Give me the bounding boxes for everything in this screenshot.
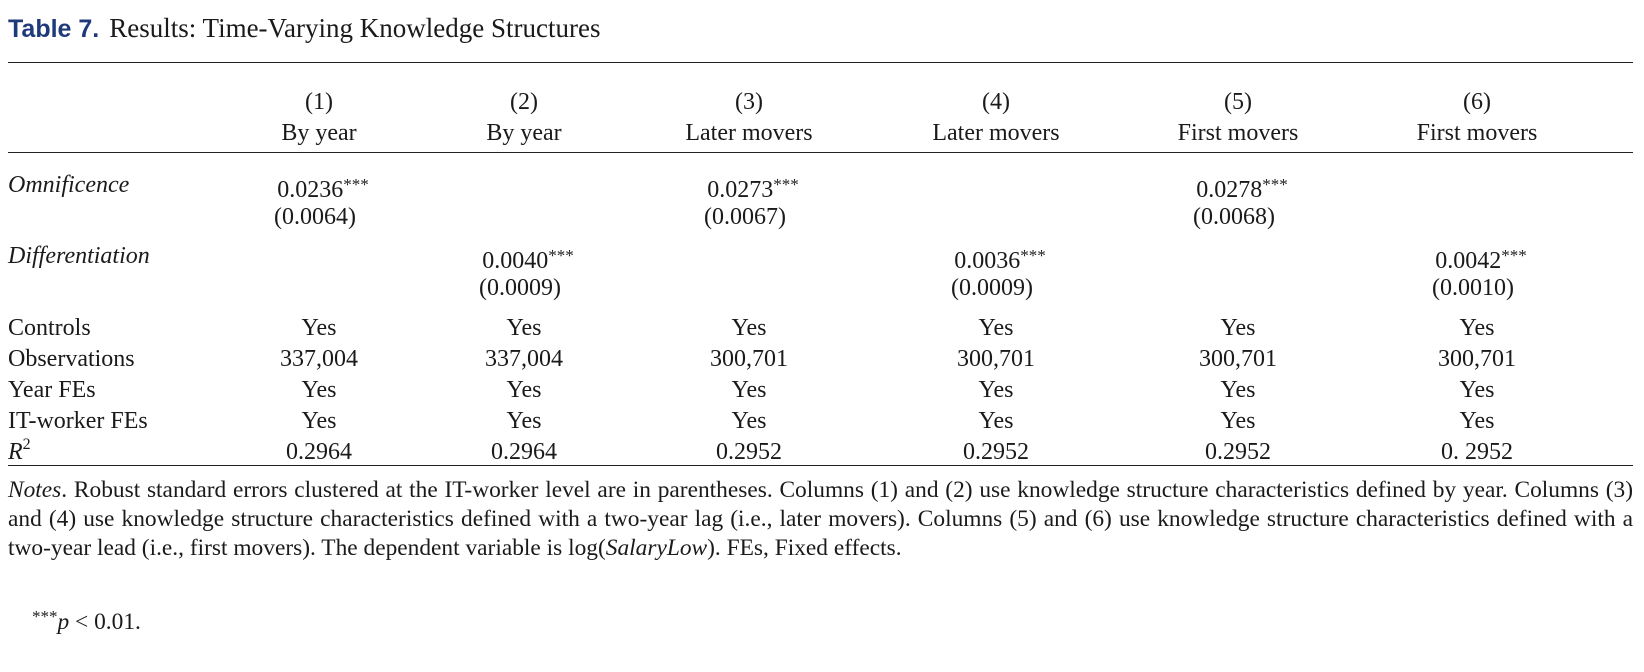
omnificence-coef-col-5: 0.0278*** [1196,175,1288,203]
col-4-label: Later movers [932,120,1060,146]
r-squared-col-4: 0.2952 [963,439,1029,465]
observations-col-3: 300,701 [710,346,788,372]
controls-col-2: Yes [506,315,542,341]
row-label-r-squared: R2 [8,436,31,466]
differentiation-se-col-4: (0.0009) [951,275,1033,301]
controls-col-4: Yes [978,315,1014,341]
col-2-label: By year [486,120,562,146]
observations-col-4: 300,701 [957,346,1035,372]
differentiation-se-col-2: (0.0009) [479,275,561,301]
observations-col-2: 337,004 [485,346,563,372]
it-worker-fes-col-1: Yes [301,408,337,434]
year-fes-col-2: Yes [506,377,542,403]
it-worker-fes-col-3: Yes [731,408,767,434]
omnificence-se-col-1: (0.0064) [274,204,356,230]
differentiation-coef-col-4: 0.0036*** [954,246,1046,274]
differentiation-coef-col-2: 0.0040*** [482,246,574,274]
observations-col-5: 300,701 [1199,346,1277,372]
row-label-omnificence: Omnificence [8,172,130,198]
omnificence-coef-col-1: 0.0236*** [277,175,369,203]
table-caption: Table 7. Results: Time-Varying Knowledge … [8,10,1633,46]
differentiation-coef-col-6: 0.0042*** [1435,246,1527,274]
row-label-controls: Controls [8,315,91,341]
col-3-label: Later movers [685,120,813,146]
it-worker-fes-col-2: Yes [506,408,542,434]
table-title: Results: Time-Varying Knowledge Structur… [109,13,601,43]
omnificence-se-col-3: (0.0067) [704,204,786,230]
year-fes-col-6: Yes [1459,377,1495,403]
controls-col-3: Yes [731,315,767,341]
controls-col-1: Yes [301,315,337,341]
table-notes: Notes. Robust standard errors clustered … [8,477,1633,561]
controls-col-6: Yes [1459,315,1495,341]
omnificence-se-col-5: (0.0068) [1193,204,1275,230]
it-worker-fes-col-6: Yes [1459,408,1495,434]
controls-col-5: Yes [1220,315,1256,341]
observations-col-1: 337,004 [280,346,358,372]
row-label-year-fes: Year FEs [8,377,96,403]
year-fes-col-1: Yes [301,377,337,403]
col-1-label: By year [281,120,357,146]
r-squared-col-6: 0. 2952 [1441,439,1513,465]
omnificence-coef-col-3: 0.0273*** [707,175,799,203]
row-label-observations: Observations [8,346,135,372]
top-rule [8,62,1633,63]
table-number: Table 7. [8,15,100,43]
r-squared-col-1: 0.2964 [286,439,352,465]
col-6-number: (6) [1463,89,1491,115]
bottom-rule [8,465,1633,466]
year-fes-col-3: Yes [731,377,767,403]
r-squared-col-2: 0.2964 [491,439,557,465]
significance-note: ***p < 0.01. [32,607,141,635]
it-worker-fes-col-4: Yes [978,408,1014,434]
col-2-number: (2) [510,89,538,115]
observations-col-6: 300,701 [1438,346,1516,372]
col-4-number: (4) [982,89,1010,115]
row-label-differentiation: Differentiation [8,243,150,269]
col-1-number: (1) [305,89,333,115]
col-6-label: First movers [1416,120,1538,146]
year-fes-col-4: Yes [978,377,1014,403]
col-5-number: (5) [1224,89,1252,115]
it-worker-fes-col-5: Yes [1220,408,1256,434]
col-3-number: (3) [735,89,763,115]
table-container: Table 7. Results: Time-Varying Knowledge … [8,10,1633,635]
row-label-it-worker-fes: IT-worker FEs [8,408,148,434]
differentiation-se-col-6: (0.0010) [1432,275,1514,301]
header-rule [8,152,1633,153]
r-squared-col-3: 0.2952 [716,439,782,465]
year-fes-col-5: Yes [1220,377,1256,403]
r-squared-col-5: 0.2952 [1205,439,1271,465]
col-5-label: First movers [1177,120,1299,146]
